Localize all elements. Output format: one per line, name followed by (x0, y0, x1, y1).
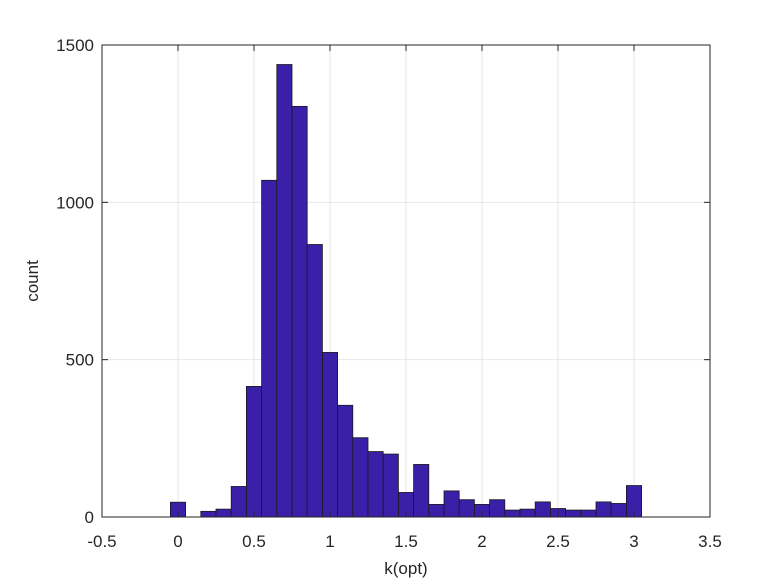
histogram-bar (489, 499, 506, 518)
histogram-bar (276, 64, 293, 518)
histogram-bar (337, 404, 354, 518)
histogram-bar (230, 486, 247, 518)
y-tick-label: 1500 (56, 36, 94, 55)
histogram-bar (321, 352, 338, 518)
x-tick-label: 0 (173, 532, 182, 551)
x-tick-label: 3 (629, 532, 638, 551)
histogram-bar (367, 451, 384, 518)
y-tick-label: 1000 (56, 193, 94, 212)
histogram-bar (413, 464, 430, 518)
histogram-bar (306, 244, 323, 518)
grid-lines (101, 44, 711, 518)
histogram-bars (169, 64, 643, 518)
histogram-bar (610, 503, 627, 518)
histogram-bar (534, 501, 551, 518)
y-axis-label: count (23, 260, 42, 302)
x-axis-label: k(opt) (384, 559, 427, 578)
x-axis-ticks: -0.5 0 0.5 1 1.5 2 2.5 3 3.5 (87, 45, 722, 551)
histogram-bar (504, 509, 521, 518)
histogram-bar (382, 453, 399, 518)
histogram-bar (245, 386, 262, 518)
histogram-bar (261, 179, 278, 518)
histogram-bar (565, 509, 582, 518)
y-tick-label: 0 (85, 508, 94, 527)
x-tick-label: 1 (325, 532, 334, 551)
histogram-bar (215, 508, 232, 518)
histogram-bar (352, 437, 369, 518)
x-tick-label: 2 (477, 532, 486, 551)
x-tick-label: 2.5 (546, 532, 570, 551)
histogram-bar (200, 510, 217, 518)
histogram-bar (519, 508, 536, 518)
y-tick-label: 500 (66, 351, 94, 370)
histogram-bar (595, 501, 612, 518)
histogram-bar (428, 504, 445, 518)
histogram-bar (458, 499, 475, 518)
y-axis-ticks: 0 500 1000 1500 (56, 36, 710, 527)
x-tick-label: -0.5 (87, 532, 116, 551)
histogram-bar (580, 509, 597, 518)
x-tick-label: 3.5 (698, 532, 722, 551)
x-tick-label: 1.5 (394, 532, 418, 551)
histogram-bar (443, 490, 460, 518)
x-tick-label: 0.5 (242, 532, 266, 551)
histogram-bar (291, 105, 308, 518)
